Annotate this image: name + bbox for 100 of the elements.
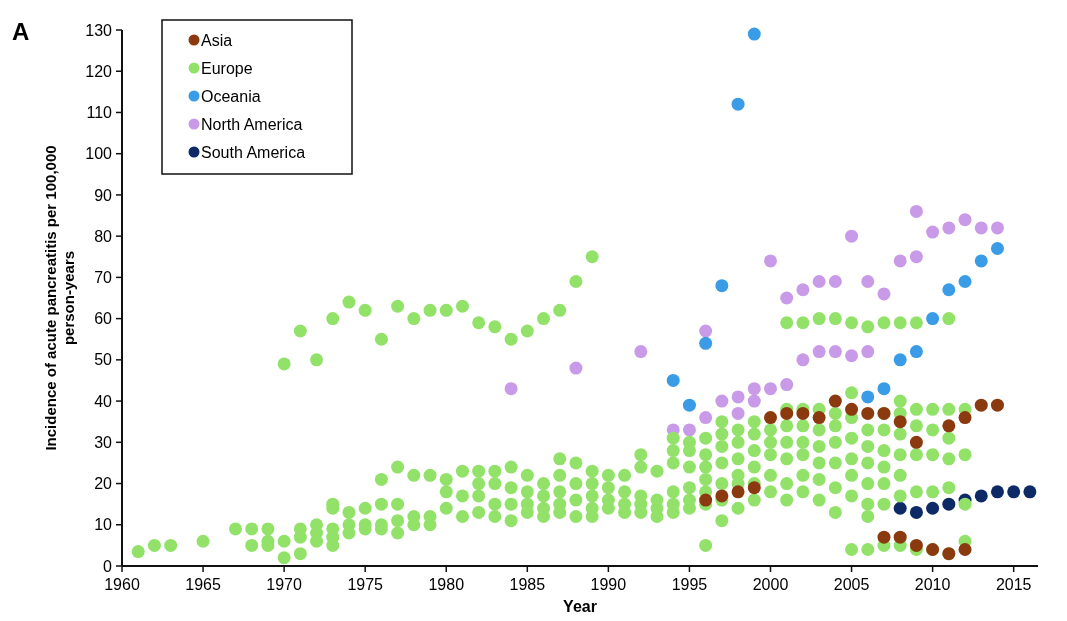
- point: [909, 345, 923, 359]
- x-tick-label: 2010: [914, 576, 951, 593]
- point: [666, 373, 680, 387]
- point: [747, 481, 761, 495]
- point: [909, 505, 923, 519]
- point: [845, 229, 859, 243]
- point: [909, 204, 923, 218]
- point: [942, 419, 956, 433]
- y-tick-label: 0: [103, 557, 113, 575]
- x-tick-label: 1970: [266, 576, 303, 593]
- point: [990, 242, 1004, 256]
- point: [942, 283, 956, 297]
- point: [926, 501, 940, 515]
- point: [828, 275, 842, 289]
- legend-label: North America: [201, 115, 303, 133]
- point: [909, 435, 923, 449]
- point: [780, 406, 794, 420]
- point: [942, 497, 956, 511]
- y-tick-label: 90: [94, 186, 113, 204]
- x-tick-label: 2015: [995, 576, 1032, 593]
- y-axis-title: Incidence of acute pancreatitis per 100,000 person-years: [41, 145, 78, 451]
- point: [861, 345, 875, 359]
- point: [958, 275, 972, 289]
- point: [877, 530, 891, 544]
- point: [780, 291, 794, 305]
- x-tick-label: 1995: [671, 576, 708, 593]
- point: [893, 353, 907, 367]
- point: [747, 382, 761, 396]
- point: [812, 275, 826, 289]
- x-tick-label: 1960: [104, 576, 140, 593]
- point: [893, 501, 907, 515]
- y-tick-label: 130: [85, 21, 113, 39]
- point: [845, 349, 859, 363]
- point: [731, 485, 745, 499]
- point: [731, 390, 745, 404]
- point: [764, 382, 777, 396]
- y-tick-label: 120: [85, 62, 113, 80]
- y-tick-label: 70: [94, 268, 113, 286]
- point: [926, 225, 940, 239]
- point: [699, 324, 713, 338]
- y-tick-label: 30: [94, 433, 113, 451]
- y-tick-label: 80: [94, 227, 113, 245]
- x-tick-label: 2005: [833, 576, 870, 593]
- legend-label: South America: [201, 143, 306, 161]
- y-tick-label: 100: [85, 145, 113, 163]
- point: [747, 27, 761, 41]
- point: [731, 97, 745, 111]
- point: [893, 254, 907, 268]
- point: [828, 394, 842, 408]
- point: [845, 402, 859, 416]
- x-tick-label: 1975: [347, 576, 384, 593]
- x-tick-label: 1980: [428, 576, 465, 593]
- point: [974, 254, 988, 268]
- point: [731, 406, 745, 420]
- x-tick-label: 2000: [752, 576, 789, 593]
- point: [682, 423, 696, 437]
- y-tick-label: 110: [86, 104, 113, 122]
- point: [747, 394, 761, 408]
- point: [958, 411, 972, 425]
- point: [504, 382, 518, 396]
- point: [699, 493, 713, 507]
- point: [893, 415, 907, 429]
- legend-label: Europe: [201, 59, 253, 77]
- point: [715, 279, 729, 293]
- point: [974, 489, 988, 503]
- y-tick-label: 10: [94, 516, 113, 534]
- point: [893, 530, 907, 544]
- point: [974, 398, 988, 412]
- point: [958, 543, 972, 557]
- point: [942, 221, 956, 235]
- point: [796, 406, 810, 420]
- point: [812, 345, 826, 359]
- legend-label: Oceania: [201, 87, 261, 105]
- point: [682, 398, 696, 412]
- x-axis-title: Year: [563, 598, 597, 615]
- point: [780, 378, 794, 392]
- point: [796, 283, 810, 297]
- point: [861, 275, 875, 289]
- point: [861, 390, 875, 404]
- point: [877, 287, 891, 301]
- point: [990, 398, 1004, 412]
- x-tick-label: 1985: [509, 576, 546, 593]
- point: [764, 254, 777, 268]
- y-tick-label: 20: [94, 475, 113, 493]
- point: [974, 221, 988, 235]
- point: [699, 411, 713, 425]
- x-tick-label: 1990: [590, 576, 627, 593]
- text: A: [12, 18, 30, 45]
- point: [634, 345, 648, 359]
- y-tick-label: 50: [94, 351, 113, 369]
- point: [715, 394, 729, 408]
- point: [828, 345, 842, 359]
- y-tick-label: 40: [94, 392, 113, 410]
- point: [990, 221, 1004, 235]
- y-tick-label: 60: [94, 310, 113, 328]
- point: [715, 489, 729, 503]
- point: [877, 382, 891, 396]
- point: [909, 250, 923, 264]
- point: [764, 411, 777, 425]
- point: [699, 336, 713, 350]
